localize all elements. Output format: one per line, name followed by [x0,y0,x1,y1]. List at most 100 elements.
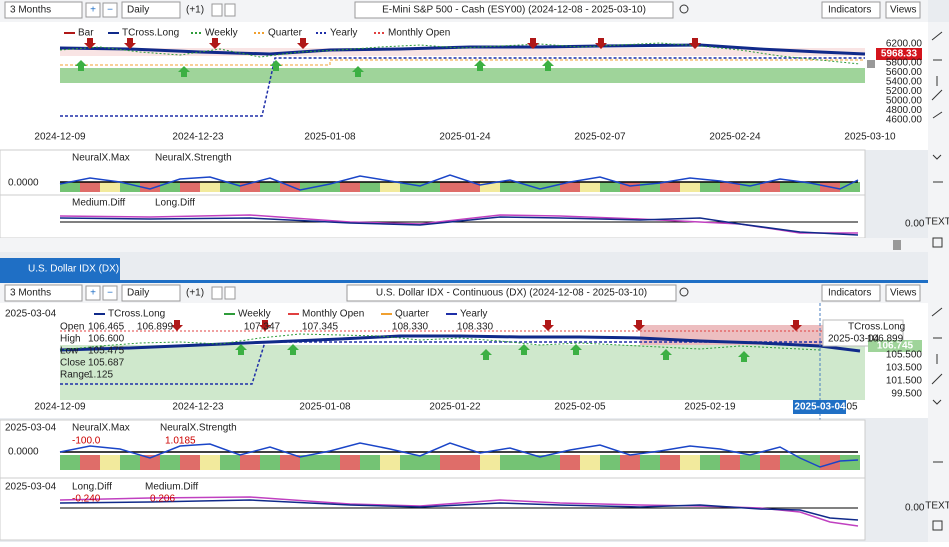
interval-select[interactable] [121,284,181,302]
scroll-thumb[interactable] [893,240,901,250]
legend-entry: Yearly [460,309,487,320]
date-label: 05 [846,402,858,413]
band-cell [120,455,140,470]
remove-button[interactable] [224,3,236,17]
add-button[interactable] [85,2,101,18]
band-cell [400,182,420,192]
scroll-marker [867,60,875,68]
price-label: 5400.00 [886,77,923,88]
legend-entry: NeuralX.Strength [155,153,232,164]
tcross-line [59,334,861,353]
text-tool[interactable]: TEXT [925,501,949,512]
support-zone [60,345,865,400]
info-label: High [60,334,81,345]
legend-entry: Medium.Diff [145,482,198,493]
band-cell [100,182,120,192]
band-cell [320,182,340,192]
band-cell [700,455,720,470]
strength-line [59,174,859,191]
indicators: Indicators [828,5,871,16]
period: 3 Months [10,288,51,299]
band-cell [380,455,400,470]
buy-arrows [75,60,554,77]
band-cell [760,455,780,470]
weekly-line [59,42,861,65]
side-toolbar [928,22,949,542]
tab[interactable] [0,258,120,280]
text-tool[interactable]: TEXT [925,217,949,228]
band-cell [580,182,600,192]
band-cell [240,182,260,192]
date-label: 2024-12-09 [34,402,86,413]
remove-button[interactable] [224,286,236,300]
add-button[interactable] [211,286,223,300]
band-cell [120,182,140,192]
neural-band [60,455,860,470]
period-select[interactable] [4,1,83,19]
price-axis [865,22,928,150]
side-icons[interactable] [931,31,943,531]
period: 3 Months [10,5,51,16]
remove-button[interactable] [102,2,118,18]
price-label: 4600.00 [886,115,923,126]
band-cell [740,182,760,192]
price-label: 4800.00 [886,105,923,116]
cursor-date: 2025-03-04 [5,423,57,434]
band-cell [200,182,220,192]
info-label: Open [60,322,84,333]
remove-button[interactable] [102,285,118,301]
band-cell [160,182,180,192]
indicators-button[interactable] [821,284,881,302]
band-cell [220,455,240,470]
band-cell [720,182,740,192]
band-cell [80,455,100,470]
title-box[interactable] [354,1,674,19]
yearly-line [60,57,865,117]
legend-value: 108.330 [392,322,429,333]
date-label: 2025-01-08 [304,132,356,143]
search-icon[interactable] [679,4,689,14]
legend-value: 0.206 [150,494,175,505]
tab-label: U.S. Dollar IDX (DX) [28,264,119,275]
search-icon[interactable] [679,287,689,297]
date-label: 2025-01-22 [429,402,481,413]
date-label: 2025-02-19 [684,402,736,413]
legend-entry: TCross.Long [122,28,179,39]
legend-entry: Long.Diff [155,198,195,209]
band-cell [520,455,540,470]
band-cell [60,182,80,192]
legend-entry: TCross.Long [108,309,165,320]
band-cell [220,182,240,192]
interval-select[interactable] [121,1,181,19]
band-cell [420,455,440,470]
band-cell [340,182,360,192]
period-select[interactable] [4,284,83,302]
scrollbar[interactable] [0,238,928,252]
add-button[interactable] [211,3,223,17]
band-cell [160,455,180,470]
band-cell [660,455,680,470]
add-button[interactable] [85,285,101,301]
interval: Daily [127,288,149,299]
band-cell [460,455,480,470]
band-cell [800,182,820,192]
views-button[interactable] [885,284,921,302]
band-cell [440,182,460,192]
tooltip-name: TCross.Long [848,322,905,333]
cursor-date: 2025-03-04 [5,482,57,493]
legend-entry: Quarter [395,309,430,320]
medium-diff-line [59,496,859,527]
chart-title: E-Mini S&P 500 - Cash (ESY00) (2024-12-0… [382,5,646,16]
legend-entry: Yearly [330,28,357,39]
legend-entry: Weekly [205,28,238,39]
title-box[interactable] [346,284,677,302]
legend-entry: Bar [78,28,94,39]
date-label: 2025-02-24 [709,132,761,143]
price-tag: 106.745 [877,341,914,352]
price-label: 5000.00 [886,96,923,107]
legend-value: 108.330 [457,322,494,333]
yearly-line [60,341,865,385]
views-button[interactable] [885,1,921,19]
quarter-line [60,59,865,66]
indicators-button[interactable] [821,1,881,19]
